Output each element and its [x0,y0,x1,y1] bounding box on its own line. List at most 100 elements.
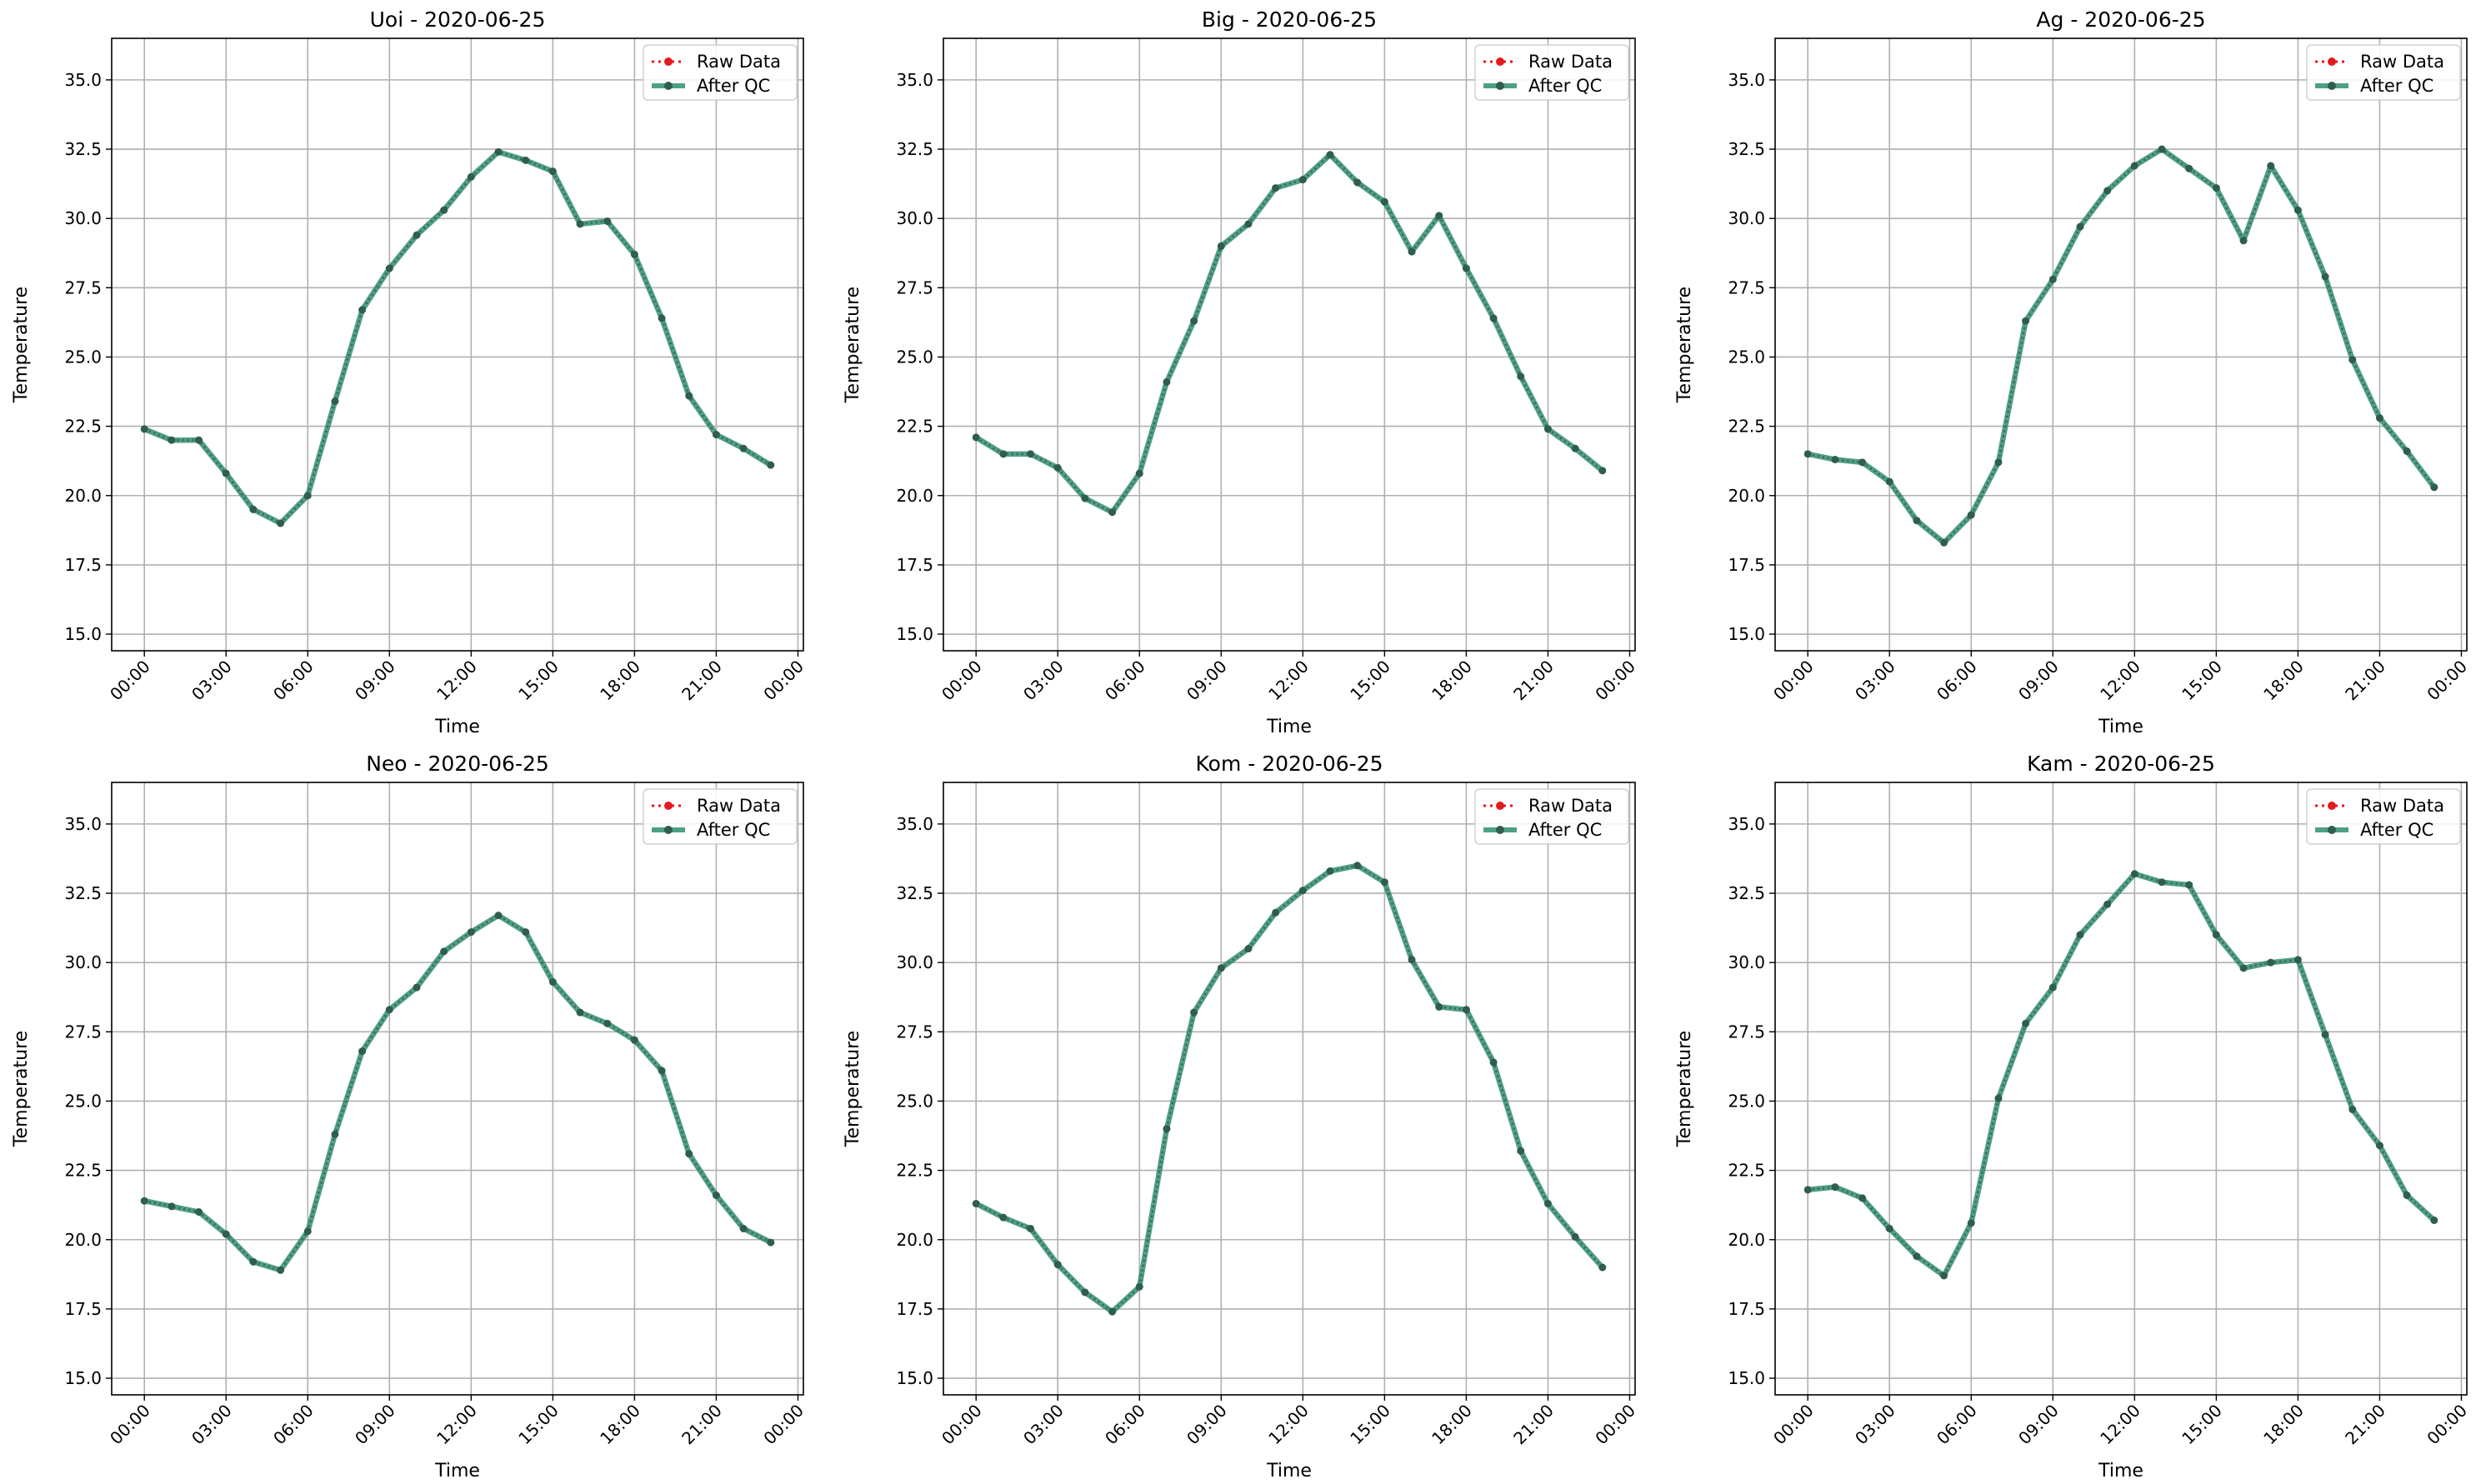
x-axis-label: Time [2098,717,2143,737]
y-tick-label: 15.0 [1728,1368,1765,1388]
y-tick-label: 32.5 [896,139,933,159]
data-point-qc [2348,356,2357,364]
legend: Raw Data After QC [643,44,798,101]
chart-title: Neo - 2020-06-25 [366,752,549,776]
legend-marker-raw-data [664,57,673,66]
data-point-qc [249,505,258,513]
data-point-qc [1298,887,1307,895]
data-point-qc [2022,1019,2030,1027]
data-point-qc [2158,145,2166,153]
chart-title: Big - 2020-06-25 [1202,7,1377,32]
data-point-qc [1803,1186,1812,1194]
chart-title: Kom - 2020-06-25 [1196,752,1383,776]
data-point-qc [2267,162,2275,170]
data-point-qc [385,1006,393,1014]
y-tick-label: 32.5 [64,139,102,159]
axes-frame [1774,37,2468,652]
y-tick-label: 17.5 [64,1299,102,1319]
data-point-qc [2130,162,2138,170]
y-tick-label: 30.0 [1728,952,1765,972]
y-tick-label: 27.5 [64,277,102,297]
y-tick-label: 22.5 [896,1161,933,1181]
y-tick-label: 22.5 [1728,417,1765,437]
y-tick-label: 32.5 [64,883,102,903]
data-point-qc [576,1008,584,1017]
data-point-qc [494,147,503,156]
data-point-qc [2103,900,2112,908]
legend: Raw Data After QC [2306,44,2461,101]
y-tick-label: 15.0 [896,1368,933,1388]
legend-label-raw-data: Raw Data [1528,52,1613,72]
chart-title: Kam - 2020-06-25 [2027,752,2215,776]
data-point-qc [2293,956,2302,964]
data-point-qc [739,1224,748,1232]
data-point-qc [1462,1006,1470,1014]
axes-frame [943,782,1636,1396]
legend-marker-after-qc [1496,82,1504,90]
y-tick-label: 35.0 [1728,70,1765,90]
data-point-qc [1435,1002,1443,1011]
legend-label-after-qc: After QC [697,76,770,96]
data-point-qc [1135,1282,1143,1291]
data-point-qc [2430,483,2438,492]
data-point-qc [603,1019,612,1027]
legend-marker-after-qc [664,826,673,834]
data-point-qc [658,1067,666,1075]
legend-marker-raw-data [2328,802,2336,810]
data-point-qc [1326,151,1334,159]
data-point-qc [1380,197,1388,206]
y-tick-label: 30.0 [1728,208,1765,228]
axes-frame [943,37,1636,652]
data-point-qc [1380,878,1388,887]
data-point-qc [467,172,475,181]
data-point-qc [1244,945,1253,953]
y-tick-label: 15.0 [896,624,933,644]
y-tick-label: 20.0 [64,1230,102,1250]
data-point-qc [972,1200,980,1208]
y-tick-label: 22.5 [64,417,102,437]
x-axis-label: Time [434,717,480,737]
data-point-qc [385,264,393,272]
data-point-qc [548,977,557,986]
y-tick-label: 17.5 [896,555,933,575]
data-point-qc [630,250,638,258]
data-point-qc [658,314,666,322]
data-point-qc [1108,508,1117,517]
legend-marker-after-qc [2328,826,2336,834]
legend-label-after-qc: After QC [1528,820,1602,840]
data-point-qc [2103,187,2112,195]
data-point-qc [1885,477,1893,486]
data-point-qc [576,220,584,228]
data-point-qc [494,912,503,920]
y-tick-label: 30.0 [64,952,102,972]
data-point-qc [1408,956,1416,964]
data-point-qc [1298,176,1307,184]
axes-frame [111,37,804,652]
data-point-qc [2239,237,2248,245]
data-point-qc [2048,983,2057,992]
y-tick-label: 20.0 [1728,486,1765,506]
series-line-after-qc [143,149,773,527]
y-axis-label: Temperature [11,287,32,403]
data-point-qc [358,1047,367,1056]
data-point-qc [2430,1216,2438,1224]
data-point-qc [1803,450,1812,458]
data-point-qc [1940,1272,1948,1280]
data-point-qc [685,1150,693,1158]
y-tick-label: 35.0 [64,70,102,90]
legend-marker-after-qc [1496,826,1504,834]
data-point-qc [1081,1288,1089,1297]
data-point-qc [1913,517,1921,525]
y-axis-label: Temperature [843,287,863,403]
data-point-qc [277,519,285,527]
data-point-qc [2375,1142,2383,1150]
y-tick-label: 35.0 [1728,814,1765,834]
legend-marker-after-qc [664,82,673,90]
y-tick-label: 22.5 [896,417,933,437]
y-tick-label: 27.5 [896,1022,933,1042]
y-tick-label: 20.0 [896,486,933,506]
y-axis-label: Temperature [1674,1031,1695,1147]
series-line-after-qc [974,152,1604,515]
data-point-qc [222,1230,230,1238]
data-point-qc [1489,1058,1498,1067]
